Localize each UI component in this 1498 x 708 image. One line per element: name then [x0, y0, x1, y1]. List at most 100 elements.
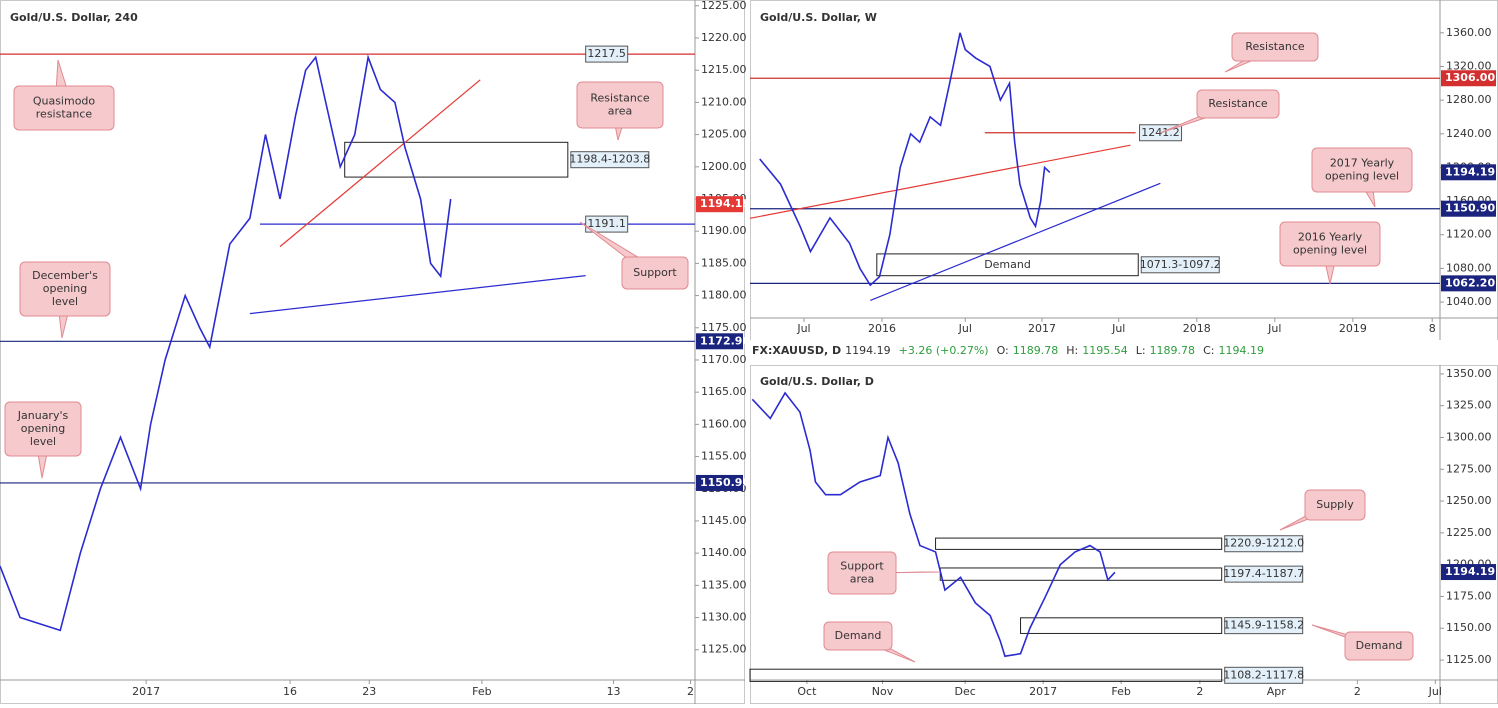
zone-label: 1071.3-1097.2	[1140, 258, 1221, 271]
x-tick-label: Nov	[872, 685, 894, 698]
x-tick-label: Jul	[1428, 685, 1442, 698]
callout-cover	[1306, 491, 1364, 519]
level-label: 1306.00	[1445, 71, 1495, 84]
y-tick-label: 1280.00	[1446, 93, 1492, 106]
y-tick-label: 1160.00	[701, 417, 747, 430]
callout-cover	[623, 258, 687, 288]
y-tick-label: 1180.00	[701, 289, 747, 302]
y-tick-label: 1215.00	[701, 63, 747, 76]
y-tick-label: 1320.00	[1446, 59, 1492, 72]
callout-text: Support	[633, 266, 677, 279]
x-tick-label: 13	[607, 685, 621, 698]
header-label: FX:XAUUSD, D	[752, 344, 841, 357]
panel-title: Gold/U.S. Dollar, 240	[10, 11, 138, 24]
y-tick-label: 1125.00	[1446, 653, 1492, 666]
y-tick-label: 1205.00	[701, 128, 747, 141]
trendline	[279, 79, 481, 248]
y-tick-label: 1165.00	[701, 385, 747, 398]
level-label: 1062.20	[1445, 276, 1495, 289]
trendline	[749, 144, 1131, 219]
level-label: 1217.5	[587, 47, 626, 60]
callout-text: January's	[17, 409, 69, 422]
last-price-tag	[696, 196, 743, 213]
callout-cover	[1198, 91, 1278, 117]
x-tick-label: 2017	[1029, 685, 1057, 698]
callout-text: 2017 Yearly	[1330, 157, 1395, 170]
y-tick-label: 1175.00	[1446, 589, 1492, 602]
y-tick-label: 1275.00	[1446, 462, 1492, 475]
y-tick-label: 1130.00	[701, 611, 747, 624]
y-tick-label: 1200.00	[701, 160, 747, 173]
y-tick-label: 1300.00	[1446, 430, 1492, 443]
x-tick-label: Feb	[472, 685, 491, 698]
price-line	[0, 54, 452, 632]
level-tag	[585, 215, 629, 233]
last-price-tag	[1441, 164, 1496, 181]
callout-cover	[15, 87, 113, 129]
zone	[876, 253, 1139, 277]
x-tick-label: Jul	[796, 322, 810, 335]
callout-cover	[6, 403, 80, 455]
y-tick-label: 1175.00	[701, 321, 747, 334]
y-tick-label: 1135.00	[701, 578, 747, 591]
header-value: 1195.54	[1082, 344, 1128, 357]
callout-cover	[1281, 223, 1379, 265]
header-label: C:	[1203, 344, 1214, 357]
panel-title: Gold/U.S. Dollar, D	[760, 375, 874, 388]
zone-label: 1198.4-1203.8	[569, 153, 650, 166]
callout-text: Demand	[835, 629, 882, 642]
x-tick-label: 2	[1196, 685, 1203, 698]
x-tick-label: 2018	[1183, 322, 1211, 335]
y-tick-label: 1150.00	[1446, 621, 1492, 634]
last-price-label: 1194.19	[700, 197, 750, 210]
callout-text: level	[52, 295, 78, 308]
callout-text: area	[850, 573, 875, 586]
callout-cover	[578, 83, 662, 127]
panel: 1125.00 1130.00 1135.00 1140.00 1145.00 1150.…	[0, 0, 750, 704]
panel: 1040.001080.001120.001160.001200.001240.…	[749, 0, 1498, 342]
level-tag	[1441, 200, 1496, 217]
callout-text: Resistance	[1245, 40, 1305, 53]
zone	[749, 668, 1223, 682]
x-tick-label: 23	[362, 685, 376, 698]
zone-label: 1108.2-1117.8	[1223, 668, 1304, 681]
y-tick-label: 1250.00	[1446, 494, 1492, 507]
zone-tag	[570, 151, 650, 169]
zone-name: Demand	[984, 258, 1031, 271]
x-tick-label: Jul	[1111, 322, 1125, 335]
x-tick-label: Apr	[1267, 685, 1287, 698]
last-price-label: 1194.19	[1445, 565, 1495, 578]
y-tick-label: 1145.00	[701, 514, 747, 527]
y-tick-label: 1140.00	[701, 546, 747, 559]
callout-cover	[825, 623, 891, 649]
x-tick-label: 2019	[1339, 322, 1367, 335]
x-tick-label: Jul	[958, 322, 972, 335]
callout-text: Supply	[1316, 498, 1354, 511]
level-label: 1172.90	[700, 334, 750, 347]
callout-text: opening level	[1293, 244, 1367, 257]
panel: 1125.001150.001175.001200.001225.001250.…	[748, 340, 1498, 704]
zone-tag	[1224, 535, 1304, 553]
x-tick-label: Oct	[797, 685, 817, 698]
callout-cover	[21, 263, 109, 315]
x-tick-label: 2017	[132, 685, 160, 698]
x-tick-label: 2	[687, 685, 694, 698]
y-tick-label: 1040.00	[1446, 295, 1492, 308]
level-tag	[1441, 275, 1496, 292]
zone	[935, 537, 1223, 550]
callout-text: resistance	[36, 108, 93, 121]
zone	[344, 141, 569, 178]
x-tick-label: Dec	[955, 685, 976, 698]
header-value: 1194.19	[1218, 344, 1264, 357]
zone-tag	[1140, 256, 1220, 274]
y-tick-label: 1210.00	[701, 95, 747, 108]
y-tick-label: 1125.00	[701, 643, 747, 656]
callout-text: Resistance	[1208, 97, 1268, 110]
callout-text: Demand	[1356, 639, 1403, 652]
x-tick-label: Jul	[1267, 322, 1281, 335]
callout-text: Support	[840, 560, 884, 573]
y-tick-label: 1080.00	[1446, 261, 1492, 274]
price-line	[759, 32, 1051, 287]
zone-label: 1220.9-1212.0	[1223, 537, 1304, 550]
